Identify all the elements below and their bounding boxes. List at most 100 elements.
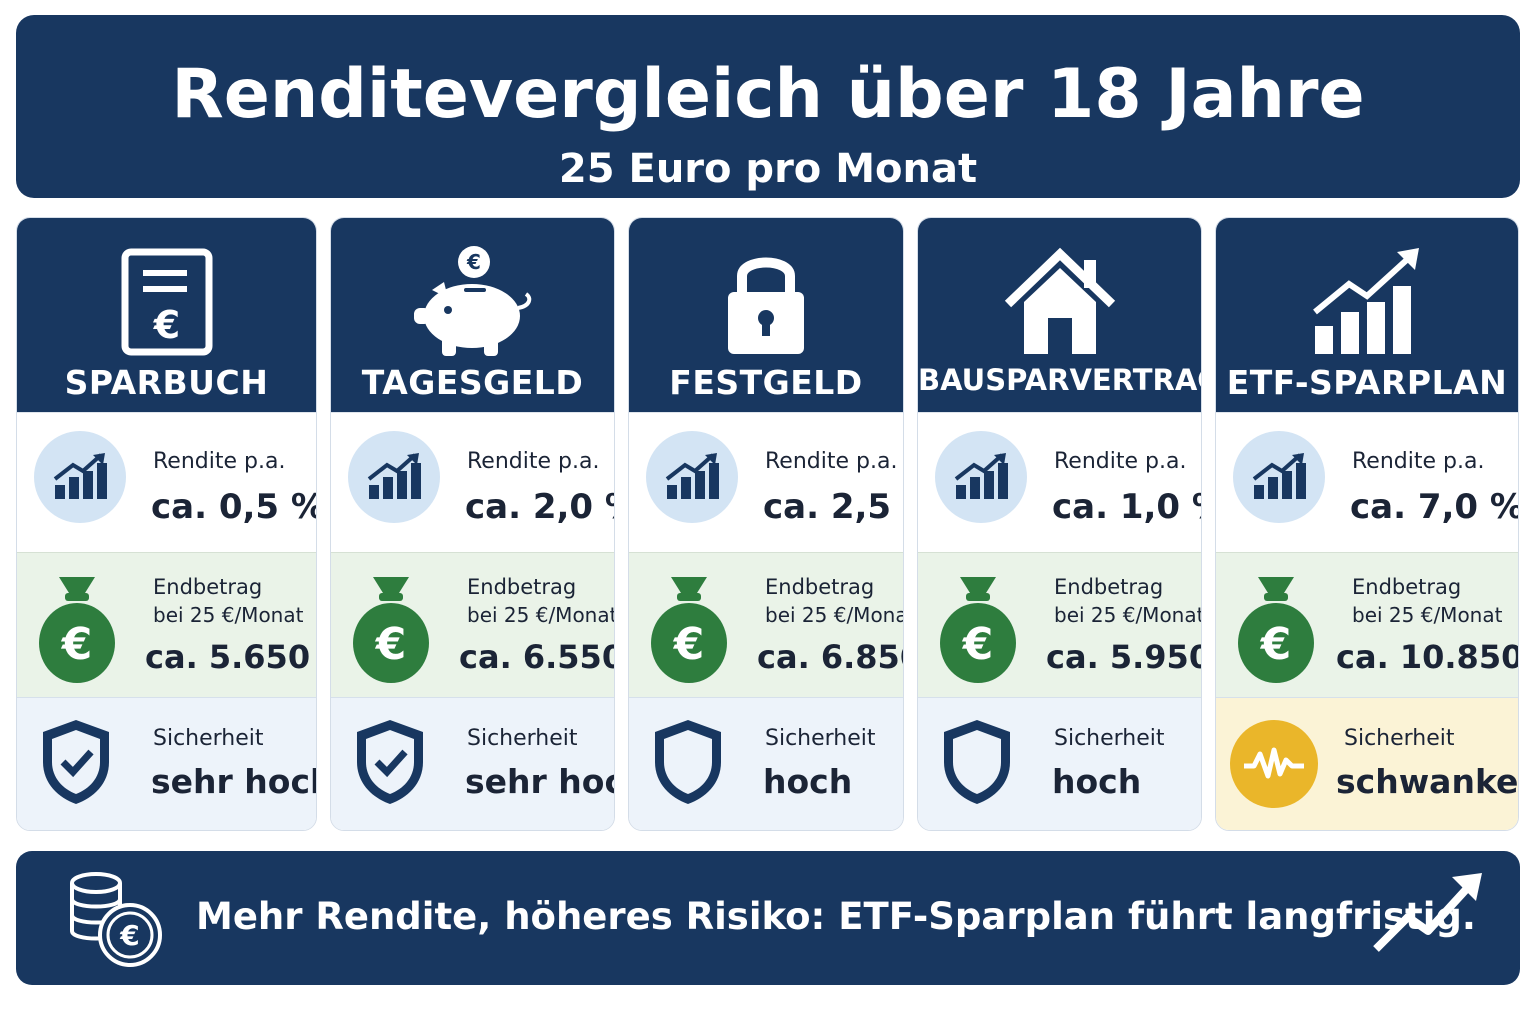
safety-value: schwankend [1336,762,1519,801]
shield-icon [944,720,1010,804]
final-amount-row: € Endbetrag bei 25 €/Monat ca. 6.850 € [629,552,903,697]
safety-value: hoch [763,762,853,801]
svg-text:€: € [61,619,93,670]
money-bag-icon: € [940,577,1016,683]
card-header: € TAGESGELD [331,218,614,412]
growth-chart-icon [1216,236,1518,368]
card-etf-sparplan: ETF-SPARPLAN Rendite p.a. ca. 7,0 % € En… [1215,217,1519,831]
card-tagesgeld: € TAGESGELD Rendite p.a. ca. 2,0 % € End… [330,217,615,831]
final-value: ca. 6.550 € [459,638,615,676]
header-banner: Renditevergleich über 18 Jahre 25 Euro p… [16,15,1520,198]
footer-message: Mehr Rendite, höheres Risiko: ETF-Sparpl… [196,895,1476,938]
svg-text:€: € [152,303,179,347]
bar-chart-up-icon [1233,431,1325,523]
safety-label: Sicherheit [467,726,578,751]
return-value: ca. 2,5 % [763,487,903,527]
return-value: ca. 7,0 % [1350,487,1519,527]
final-sublabel: bei 25 €/Monat [1352,603,1503,627]
final-value: ca. 6.850 € [757,638,903,676]
card-header: FESTGELD [629,218,903,412]
final-amount-row: € Endbetrag bei 25 €/Monat ca. 6.550 € [331,552,614,697]
safety-row: Sicherheit hoch [918,697,1201,830]
return-value: ca. 2,0 % [465,487,614,527]
safety-value: sehr hoch [151,762,317,801]
card-header: € SPARBUCH [17,218,316,412]
money-bag-icon: € [353,577,429,683]
page-subtitle: 25 Euro pro Monat [558,146,978,192]
card-bausparvertrag: BAUSPARVERTRAG Rendite p.a. ca. 1,0 % € … [917,217,1202,831]
safety-row: Sicherheit hoch [629,697,903,830]
final-sublabel: bei 25 €/Monat [153,603,304,627]
trend-up-arrow-icon [1373,873,1482,952]
final-amount-row: € Endbetrag bei 25 €/Monat ca. 5.950 € [918,552,1201,697]
return-label: Rendite p.a. [1352,449,1485,474]
money-bag-icon: € [39,577,115,683]
final-label: Endbetrag [1352,575,1462,599]
return-value: ca. 0,5 % [151,487,317,527]
safety-label: Sicherheit [153,726,264,751]
final-label: Endbetrag [765,575,875,599]
final-label: Endbetrag [1054,575,1164,599]
shield-check-icon [43,720,109,804]
final-sublabel: bei 25 €/Monat [1054,603,1202,627]
safety-row: Sicherheit sehr hoch [17,697,317,830]
final-value: ca. 5.950 € [1046,638,1202,676]
savings-book-icon: € [17,236,316,368]
return-row: Rendite p.a. ca. 7,0 % [1216,412,1518,552]
final-amount-row: € Endbetrag bei 25 €/Monat ca. 10.850 € [1216,552,1518,697]
page-title: Renditevergleich über 18 Jahre [171,55,1365,134]
return-row: Rendite p.a. ca. 0,5 % [17,412,316,552]
bar-chart-up-icon [348,431,440,523]
final-amount-row: € Endbetrag bei 25 €/Monat ca. 5.650 € [17,552,316,697]
card-sparbuch: € SPARBUCH Rendite p.a. ca. 0,5 % € Endb… [16,217,317,831]
return-label: Rendite p.a. [153,449,286,474]
svg-text:€: € [962,619,994,670]
bar-chart-up-icon [646,431,738,523]
final-label: Endbetrag [467,575,577,599]
return-value: ca. 1,0 % [1052,487,1201,527]
card-header: ETF-SPARPLAN [1216,218,1518,412]
card-title: ETF-SPARPLAN [1226,363,1508,402]
return-row: Rendite p.a. ca. 2,0 % [331,412,614,552]
safety-row: Sicherheit sehr hoch [331,697,614,830]
safety-value: sehr hoch [465,762,614,801]
card-title: BAUSPARVERTRAG [918,363,1202,397]
money-bag-icon: € [651,577,727,683]
safety-label: Sicherheit [1344,726,1455,751]
final-value: ca. 5.650 € [145,638,316,676]
shield-check-icon [357,720,423,804]
padlock-icon [629,236,903,368]
piggy-bank-icon: € [331,236,614,368]
volatility-wave-icon [1230,720,1318,808]
card-festgeld: FESTGELD Rendite p.a. ca. 2,5 % € Endbet… [628,217,904,831]
final-sublabel: bei 25 €/Monat [765,603,904,627]
house-icon [918,236,1201,368]
return-row: Rendite p.a. ca. 1,0 % [918,412,1201,552]
svg-text:€: € [1260,619,1292,670]
safety-label: Sicherheit [765,726,876,751]
final-label: Endbetrag [153,575,263,599]
card-title: FESTGELD [669,363,863,402]
return-label: Rendite p.a. [467,449,600,474]
coins-euro-icon: € [70,872,162,967]
safety-row: Sicherheit schwankend [1216,697,1519,830]
return-row: Rendite p.a. ca. 2,5 % [629,412,903,552]
return-label: Rendite p.a. [1054,449,1187,474]
svg-text:€: € [119,919,139,952]
final-sublabel: bei 25 €/Monat [467,603,615,627]
bar-chart-up-icon [34,431,126,523]
safety-label: Sicherheit [1054,726,1165,751]
money-bag-icon: € [1238,577,1314,683]
footer-banner: € Mehr Rendite, höheres Risiko: ETF-Spar… [16,851,1520,985]
bar-chart-up-icon [935,431,1027,523]
card-header: BAUSPARVERTRAG [918,218,1201,412]
svg-text:€: € [466,250,481,274]
return-label: Rendite p.a. [765,449,898,474]
final-value: ca. 10.850 € [1336,638,1519,676]
svg-text:€: € [673,619,705,670]
card-title: TAGESGELD [361,363,584,402]
card-title: SPARBUCH [64,363,269,402]
shield-icon [655,720,721,804]
safety-value: hoch [1052,762,1142,801]
svg-text:€: € [375,619,407,670]
